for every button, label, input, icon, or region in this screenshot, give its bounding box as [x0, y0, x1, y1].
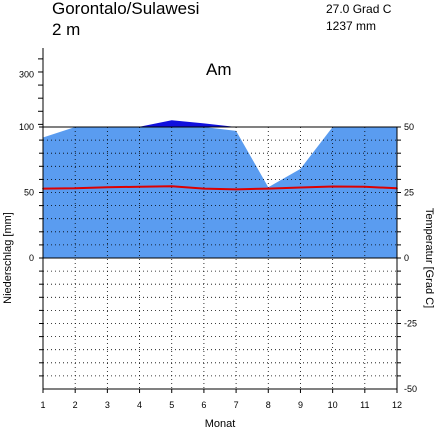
- right-tick-label: -50: [404, 384, 417, 394]
- temperature-point: [170, 185, 173, 188]
- left-tick-label: 0: [29, 253, 34, 263]
- x-tick-label: 7: [234, 400, 239, 410]
- right-tick-label: 0: [404, 253, 409, 263]
- x-tick-label: 4: [137, 400, 142, 410]
- temperature-point: [299, 186, 302, 189]
- x-tick-label: 1: [40, 400, 45, 410]
- temperature-point: [267, 187, 270, 190]
- temperature-point: [331, 185, 334, 188]
- right-tick-label: 50: [404, 122, 414, 132]
- x-axis-title: Monat: [205, 418, 236, 430]
- precipitation-perhumid-area: [43, 120, 397, 127]
- right-axis-title: Temperatur [Grad C]: [423, 208, 435, 308]
- left-tick-label: 300: [19, 70, 34, 80]
- left-axis-title: Niederschlag [mm]: [2, 212, 14, 304]
- temperature-point: [138, 185, 141, 188]
- temperature-point: [235, 188, 237, 191]
- temperature-point: [203, 187, 205, 190]
- right-tick-label: -25: [404, 319, 417, 329]
- x-tick-label: 3: [105, 400, 110, 410]
- temperature-point: [364, 185, 366, 188]
- climate-class: Am: [206, 60, 232, 79]
- x-tick-label: 2: [73, 400, 78, 410]
- x-tick-label: 5: [169, 400, 174, 410]
- x-tick-label: 9: [298, 400, 303, 410]
- station-elevation: 2 m: [52, 20, 81, 39]
- annual-precipitation: 1237 mm: [326, 19, 377, 33]
- x-tick-label: 11: [360, 400, 369, 410]
- temperature-line: [42, 185, 398, 191]
- right-tick-label: 25: [404, 188, 414, 198]
- mean-temperature: 27.0 Grad C: [326, 2, 392, 16]
- x-tick-label: 10: [328, 400, 338, 410]
- temperature-point: [106, 186, 109, 189]
- x-tick-label: 8: [266, 400, 271, 410]
- left-tick-label: 100: [19, 122, 34, 132]
- x-tick-label: 12: [392, 400, 402, 410]
- station-name: Gorontalo/Sulawesi: [52, 0, 200, 18]
- left-tick-label: 50: [24, 188, 34, 198]
- x-tick-label: 6: [201, 400, 206, 410]
- temperature-point: [74, 187, 76, 190]
